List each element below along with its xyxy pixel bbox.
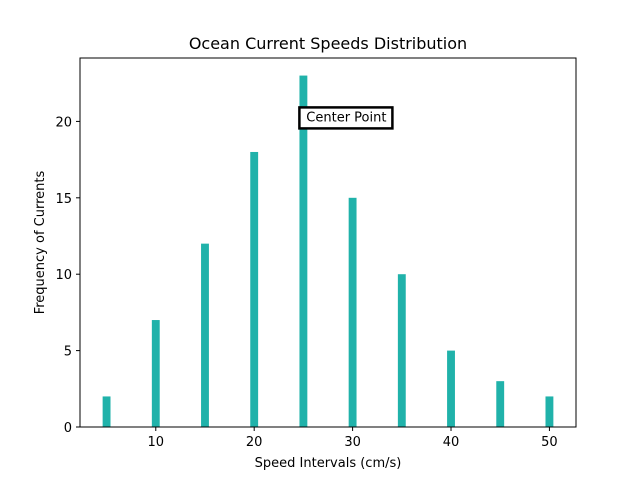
bar-group	[102, 75, 554, 428]
y-axis-label: Frequency of Currents	[33, 171, 48, 315]
bar	[250, 151, 259, 428]
y-tick-label: 10	[55, 268, 72, 283]
annotation-box	[298, 106, 394, 130]
x-axis-label: Speed Intervals (cm/s)	[255, 456, 402, 471]
bar	[151, 320, 160, 427]
x-tick-label: 20	[246, 435, 263, 450]
y-tick-label: 0	[64, 421, 72, 436]
bar	[102, 396, 111, 427]
annotation-text: Center Point	[306, 110, 386, 125]
x-tick-label: 40	[443, 435, 460, 450]
x-axis-ticks: 10 20 30 40 50	[148, 427, 558, 450]
bar	[447, 350, 455, 427]
bar	[496, 381, 505, 427]
chart-title: Ocean Current Speeds Distribution	[189, 34, 467, 53]
y-tick-label: 15	[55, 192, 72, 207]
plot-frame	[79, 57, 577, 428]
x-tick-label: 50	[541, 435, 558, 450]
bar	[299, 75, 308, 428]
x-tick-label: 30	[344, 435, 361, 450]
y-tick-label: 5	[64, 345, 72, 360]
y-tick-label: 20	[55, 115, 72, 130]
bar	[397, 274, 406, 427]
bar	[201, 243, 209, 427]
x-tick-label: 10	[148, 435, 165, 450]
bar	[545, 396, 554, 427]
y-axis-ticks: 0 5 10 15 20	[55, 115, 80, 436]
bar	[348, 197, 357, 427]
annotation: Center Point	[298, 106, 394, 130]
